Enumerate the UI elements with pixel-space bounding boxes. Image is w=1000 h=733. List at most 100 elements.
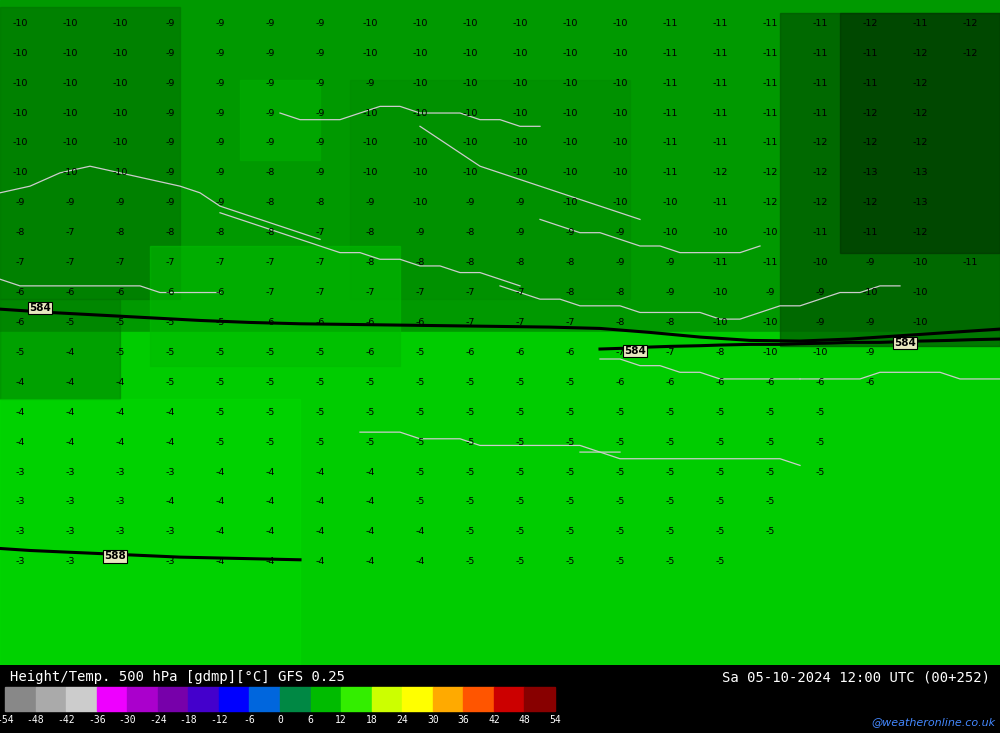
Text: -11: -11 bbox=[962, 258, 978, 267]
Text: -5: -5 bbox=[815, 468, 825, 476]
Text: -7: -7 bbox=[515, 288, 525, 297]
Text: -7: -7 bbox=[15, 258, 25, 267]
Text: -6: -6 bbox=[465, 348, 475, 357]
Text: -6: -6 bbox=[765, 377, 775, 387]
Text: -6: -6 bbox=[165, 288, 175, 297]
Text: 42: 42 bbox=[488, 715, 500, 725]
Text: -10: -10 bbox=[412, 169, 428, 177]
Text: -7: -7 bbox=[165, 258, 175, 267]
Text: -10: -10 bbox=[112, 139, 128, 147]
Text: -11: -11 bbox=[762, 19, 778, 28]
Text: -10: -10 bbox=[412, 48, 428, 58]
Text: -10: -10 bbox=[12, 48, 28, 58]
Text: -7: -7 bbox=[265, 288, 275, 297]
Bar bbox=[780, 13, 1000, 346]
Text: -5: -5 bbox=[515, 377, 525, 387]
Bar bbox=[97, 688, 127, 711]
Text: -5: -5 bbox=[415, 498, 425, 507]
Text: -9: -9 bbox=[615, 258, 625, 267]
Text: -9: -9 bbox=[665, 258, 675, 267]
Text: -9: -9 bbox=[415, 228, 425, 237]
Text: -10: -10 bbox=[762, 348, 778, 357]
Text: -4: -4 bbox=[65, 438, 75, 446]
Text: -10: -10 bbox=[362, 19, 378, 28]
Text: -5: -5 bbox=[315, 408, 325, 416]
Text: -3: -3 bbox=[15, 527, 25, 537]
Text: -48: -48 bbox=[27, 715, 44, 725]
Text: -7: -7 bbox=[615, 348, 625, 357]
Text: -10: -10 bbox=[512, 139, 528, 147]
Text: -6: -6 bbox=[365, 348, 375, 357]
Bar bbox=[311, 688, 341, 711]
Text: -12: -12 bbox=[862, 108, 878, 117]
Text: -10: -10 bbox=[12, 139, 28, 147]
Text: -5: -5 bbox=[465, 557, 475, 567]
Text: -8: -8 bbox=[165, 228, 175, 237]
Text: -36: -36 bbox=[88, 715, 105, 725]
Text: -3: -3 bbox=[15, 557, 25, 567]
Text: -9: -9 bbox=[265, 108, 275, 117]
Text: -5: -5 bbox=[665, 498, 675, 507]
Text: -7: -7 bbox=[365, 288, 375, 297]
Text: -5: -5 bbox=[215, 408, 225, 416]
Text: -3: -3 bbox=[165, 527, 175, 537]
Text: -6: -6 bbox=[115, 288, 125, 297]
Bar bbox=[0, 333, 1000, 665]
Bar bbox=[158, 688, 188, 711]
Text: -9: -9 bbox=[165, 48, 175, 58]
Text: -10: -10 bbox=[412, 198, 428, 207]
Text: -4: -4 bbox=[115, 377, 125, 387]
Text: -10: -10 bbox=[562, 19, 578, 28]
Text: -5: -5 bbox=[215, 377, 225, 387]
Text: -10: -10 bbox=[562, 169, 578, 177]
Text: -10: -10 bbox=[512, 19, 528, 28]
Text: -7: -7 bbox=[315, 258, 325, 267]
Text: -10: -10 bbox=[12, 169, 28, 177]
Text: -9: -9 bbox=[315, 139, 325, 147]
Text: -5: -5 bbox=[315, 438, 325, 446]
Bar bbox=[249, 688, 280, 711]
Text: -8: -8 bbox=[565, 258, 575, 267]
Text: -5: -5 bbox=[715, 498, 725, 507]
Bar bbox=[188, 688, 219, 711]
Text: -11: -11 bbox=[762, 78, 778, 88]
Text: 588: 588 bbox=[104, 551, 126, 561]
Text: -10: -10 bbox=[12, 19, 28, 28]
Text: -9: -9 bbox=[315, 48, 325, 58]
Text: -7: -7 bbox=[565, 318, 575, 327]
Text: -5: -5 bbox=[15, 348, 25, 357]
Text: -9: -9 bbox=[65, 198, 75, 207]
Text: -10: -10 bbox=[512, 78, 528, 88]
Text: -11: -11 bbox=[762, 108, 778, 117]
Text: Height/Temp. 500 hPa [gdmp][°C] GFS 0.25: Height/Temp. 500 hPa [gdmp][°C] GFS 0.25 bbox=[10, 670, 345, 685]
Text: -10: -10 bbox=[112, 169, 128, 177]
Text: -8: -8 bbox=[315, 198, 325, 207]
Text: -11: -11 bbox=[662, 19, 678, 28]
Text: -10: -10 bbox=[612, 19, 628, 28]
Text: -4: -4 bbox=[315, 468, 325, 476]
Text: 54: 54 bbox=[549, 715, 561, 725]
Text: -10: -10 bbox=[562, 78, 578, 88]
Text: 12: 12 bbox=[335, 715, 347, 725]
Text: -5: -5 bbox=[765, 468, 775, 476]
Text: -5: -5 bbox=[565, 408, 575, 416]
Text: -6: -6 bbox=[615, 377, 625, 387]
Text: -12: -12 bbox=[762, 198, 778, 207]
Text: -8: -8 bbox=[465, 228, 475, 237]
Text: -5: -5 bbox=[365, 438, 375, 446]
Text: -13: -13 bbox=[912, 169, 928, 177]
Text: -10: -10 bbox=[412, 139, 428, 147]
Text: -3: -3 bbox=[65, 527, 75, 537]
Bar bbox=[402, 688, 433, 711]
Text: -9: -9 bbox=[165, 169, 175, 177]
Text: -9: -9 bbox=[215, 19, 225, 28]
Text: 48: 48 bbox=[519, 715, 530, 725]
Text: -5: -5 bbox=[165, 348, 175, 357]
Text: -12: -12 bbox=[912, 108, 928, 117]
Text: -5: -5 bbox=[265, 438, 275, 446]
Text: -11: -11 bbox=[812, 19, 828, 28]
Text: -11: -11 bbox=[662, 78, 678, 88]
Text: -5: -5 bbox=[515, 557, 525, 567]
Text: -7: -7 bbox=[265, 258, 275, 267]
Text: -11: -11 bbox=[812, 108, 828, 117]
